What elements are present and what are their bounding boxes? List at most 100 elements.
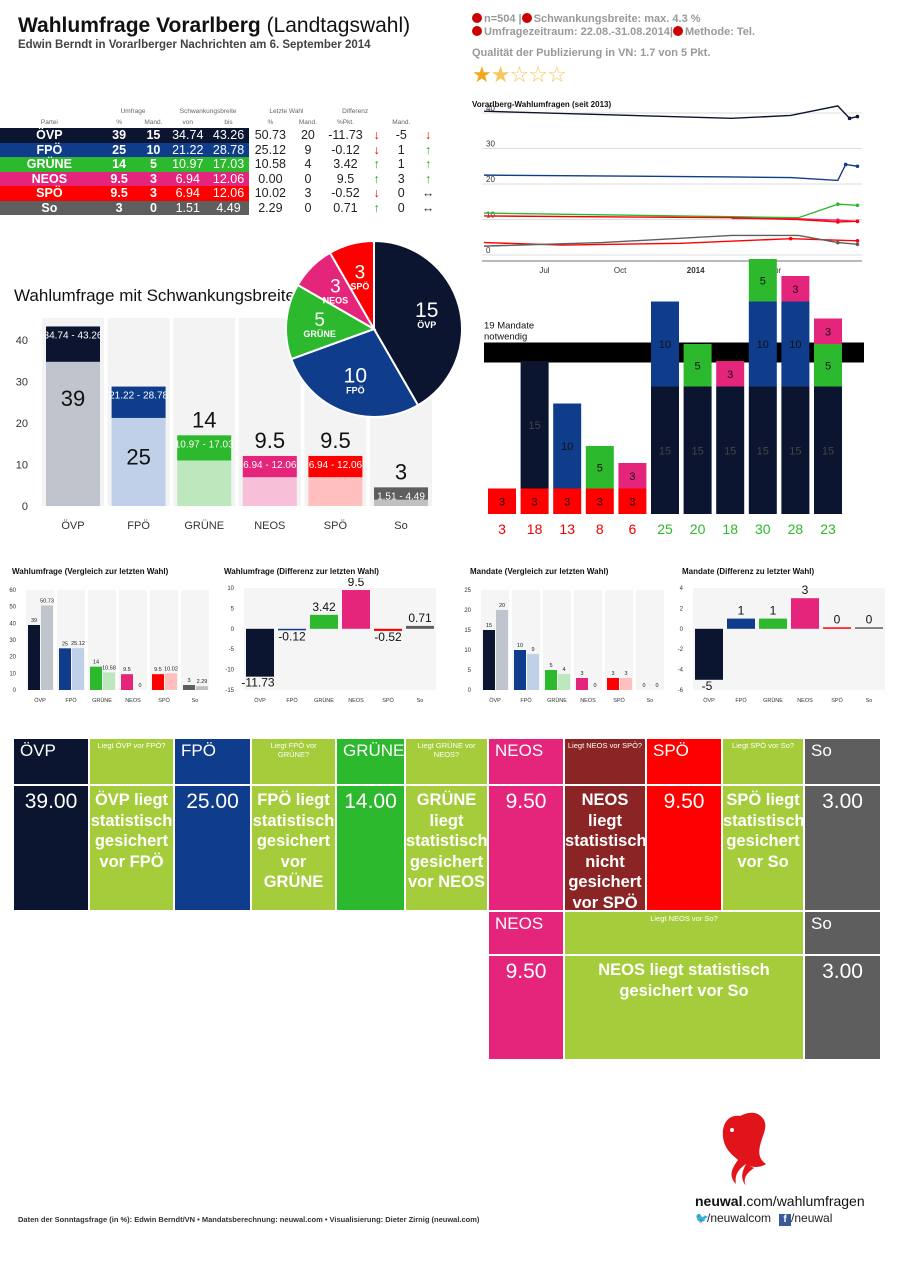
red-dot-icon <box>521 13 532 23</box>
page-subtitle: Edwin Berndt in Vorarlberger Nachrichten… <box>18 39 371 51</box>
stack-segment-label: 3 <box>629 496 635 508</box>
value-label: 25 <box>126 444 150 469</box>
x-tick-label: NEOS <box>797 698 813 704</box>
table-row: So 3 0 1.51 4.49 2.29 0 0.71 ↑ 0 ↔ <box>0 200 440 215</box>
table-header-sub: Partei % Mand. von bis % Mand. %Pkt. Man… <box>0 117 440 128</box>
value-label: 0 <box>138 683 141 689</box>
grid-party-value: 39.00 <box>14 786 88 910</box>
grid-party-value-text: 3.00 <box>822 790 863 813</box>
d-pct-arrow: ↑ <box>373 157 380 171</box>
lw-pct-cell: 10.02 <box>254 186 286 200</box>
grid-party-head: NEOS <box>489 739 563 784</box>
stack-segment-neos <box>716 361 745 387</box>
lw-mand-cell: 20 <box>300 128 315 142</box>
grid-party-head-text: So <box>811 741 832 760</box>
value-label: 20 <box>499 603 505 609</box>
d-mand-cell: 0 <box>397 186 405 200</box>
bar-oevp <box>41 605 53 690</box>
mand-cell: 3 <box>139 171 168 186</box>
stack-total-label: 23 <box>820 521 836 537</box>
pie-slice-gruene <box>285 283 377 361</box>
stack-segment-label: 15 <box>822 445 834 457</box>
d-mand-cell: 3 <box>397 171 405 186</box>
y-tick-label: -10 <box>225 668 234 674</box>
trend-x-tick: 2014 <box>687 266 705 275</box>
trend-line-chart: Vorarlberg-Wahlumfragen (seit 2013) 0 10 20… <box>472 100 862 275</box>
x-tick-label: GRÜNE <box>92 697 112 704</box>
th-d-pct: %Pkt. <box>336 119 354 126</box>
x-tick-label: So <box>394 520 407 532</box>
twitter-handle[interactable]: /neuwalcom <box>707 1211 772 1225</box>
stack-segment-oevp <box>781 386 810 514</box>
bis-cell: 28.78 <box>208 142 249 157</box>
value-label: 3 <box>395 459 407 484</box>
stack-segment-spoe <box>520 488 549 514</box>
bar-fpoe <box>72 648 84 690</box>
pie-value-label: 15 <box>415 299 438 322</box>
x-tick-label: So <box>417 698 424 704</box>
value-label: 0 <box>655 683 658 689</box>
von-cell: 1.51 <box>167 200 209 215</box>
y-tick-label: 40 <box>16 335 28 347</box>
grid-question-head-text: Liegt SPÖ vor So? <box>731 741 795 750</box>
stack-segment-spoe <box>553 488 582 514</box>
grid-party-value: 9.50 <box>489 956 563 1059</box>
grid-party-head: SPÖ <box>647 739 721 784</box>
bar-background <box>404 588 436 690</box>
d-mand-cell: 1 <box>397 142 405 157</box>
lw-pct-cell: 2.29 <box>258 200 283 215</box>
y-tick-label: 50 <box>9 605 16 611</box>
x-tick-label: SPÖ <box>613 697 625 704</box>
range-bar-fpoe <box>111 386 166 418</box>
cmp-mand-title: Mandate (Vergleich zur letzten Wahl) <box>470 567 609 576</box>
meta-zeitraum: Umfragezeitraum: 22.08.-31.08.2014 <box>484 26 670 38</box>
x-tick-label: NEOS <box>254 520 285 532</box>
footer-credits: Daten der Sonntagsfrage (in %): Edwin Be… <box>18 1215 480 1224</box>
d-pct-cell: -0.52 <box>331 186 360 200</box>
party-cell: ÖVP <box>0 128 99 143</box>
bar-gruene <box>545 670 557 690</box>
bar-background <box>181 590 209 690</box>
stack-segment-gruene <box>585 446 614 489</box>
value-label: 25.12 <box>71 641 85 647</box>
value-label: 5 <box>549 663 552 669</box>
value-label: 3 <box>580 671 583 677</box>
x-tick-label: GRÜNE <box>184 520 224 532</box>
bar-background <box>574 590 602 690</box>
value-label: 0.71 <box>408 611 432 625</box>
stack-segment-label: 3 <box>727 369 733 381</box>
brand-url[interactable]: neuwal.com/wahlumfragen <box>695 1193 865 1209</box>
grid-verdict: NEOS liegt statistisch gesichert vor So <box>565 956 803 1059</box>
bar-fpoe <box>727 618 755 629</box>
value-label: 9.5 <box>320 428 351 453</box>
x-tick-label: ÖVP <box>34 697 46 704</box>
th-lw-pct: % <box>267 119 274 126</box>
d-mand-cell: 1 <box>397 157 405 171</box>
trend-point <box>847 116 852 121</box>
bar-oevp <box>246 628 274 677</box>
grid-verdict: ÖVP liegt statistisch gesichert vor FPÖ <box>90 786 173 910</box>
d-mand-cell: 0 <box>397 200 405 215</box>
grid-party-value-text: 25.00 <box>186 790 239 813</box>
facebook-handle[interactable]: /neuwal <box>791 1211 833 1225</box>
grid-verdict: GRÜNE liegt statistisch gesichert vor NE… <box>406 786 487 910</box>
value-label: 3 <box>611 671 614 677</box>
range-label: 1.51 - 4.49 <box>377 491 425 502</box>
grid-party-head-text: NEOS <box>495 741 544 760</box>
th-pct: % <box>116 119 122 126</box>
diff-mand-chart: -6 -4 -2 0 2 4 -5 ÖVP 1 FPÖ 1 GRÜNE 3 NEOS 0 SPÖ 0 So <box>678 583 885 704</box>
value-label: 1 <box>770 604 777 618</box>
majority-label: 19 Mandate <box>484 321 534 332</box>
von-cell: 6.94 <box>167 186 209 201</box>
bar-fpoe <box>59 648 71 690</box>
value-label: 3 <box>802 583 809 597</box>
y-tick-label: 10 <box>9 671 16 677</box>
pie-slice-oevp <box>373 239 463 407</box>
y-tick-label: 25 <box>464 588 471 594</box>
pie-value-label: 10 <box>344 364 367 387</box>
bar-spoe <box>374 628 402 631</box>
y-tick-label: 20 <box>464 608 471 614</box>
brand-bold: neuwal <box>695 1193 743 1209</box>
